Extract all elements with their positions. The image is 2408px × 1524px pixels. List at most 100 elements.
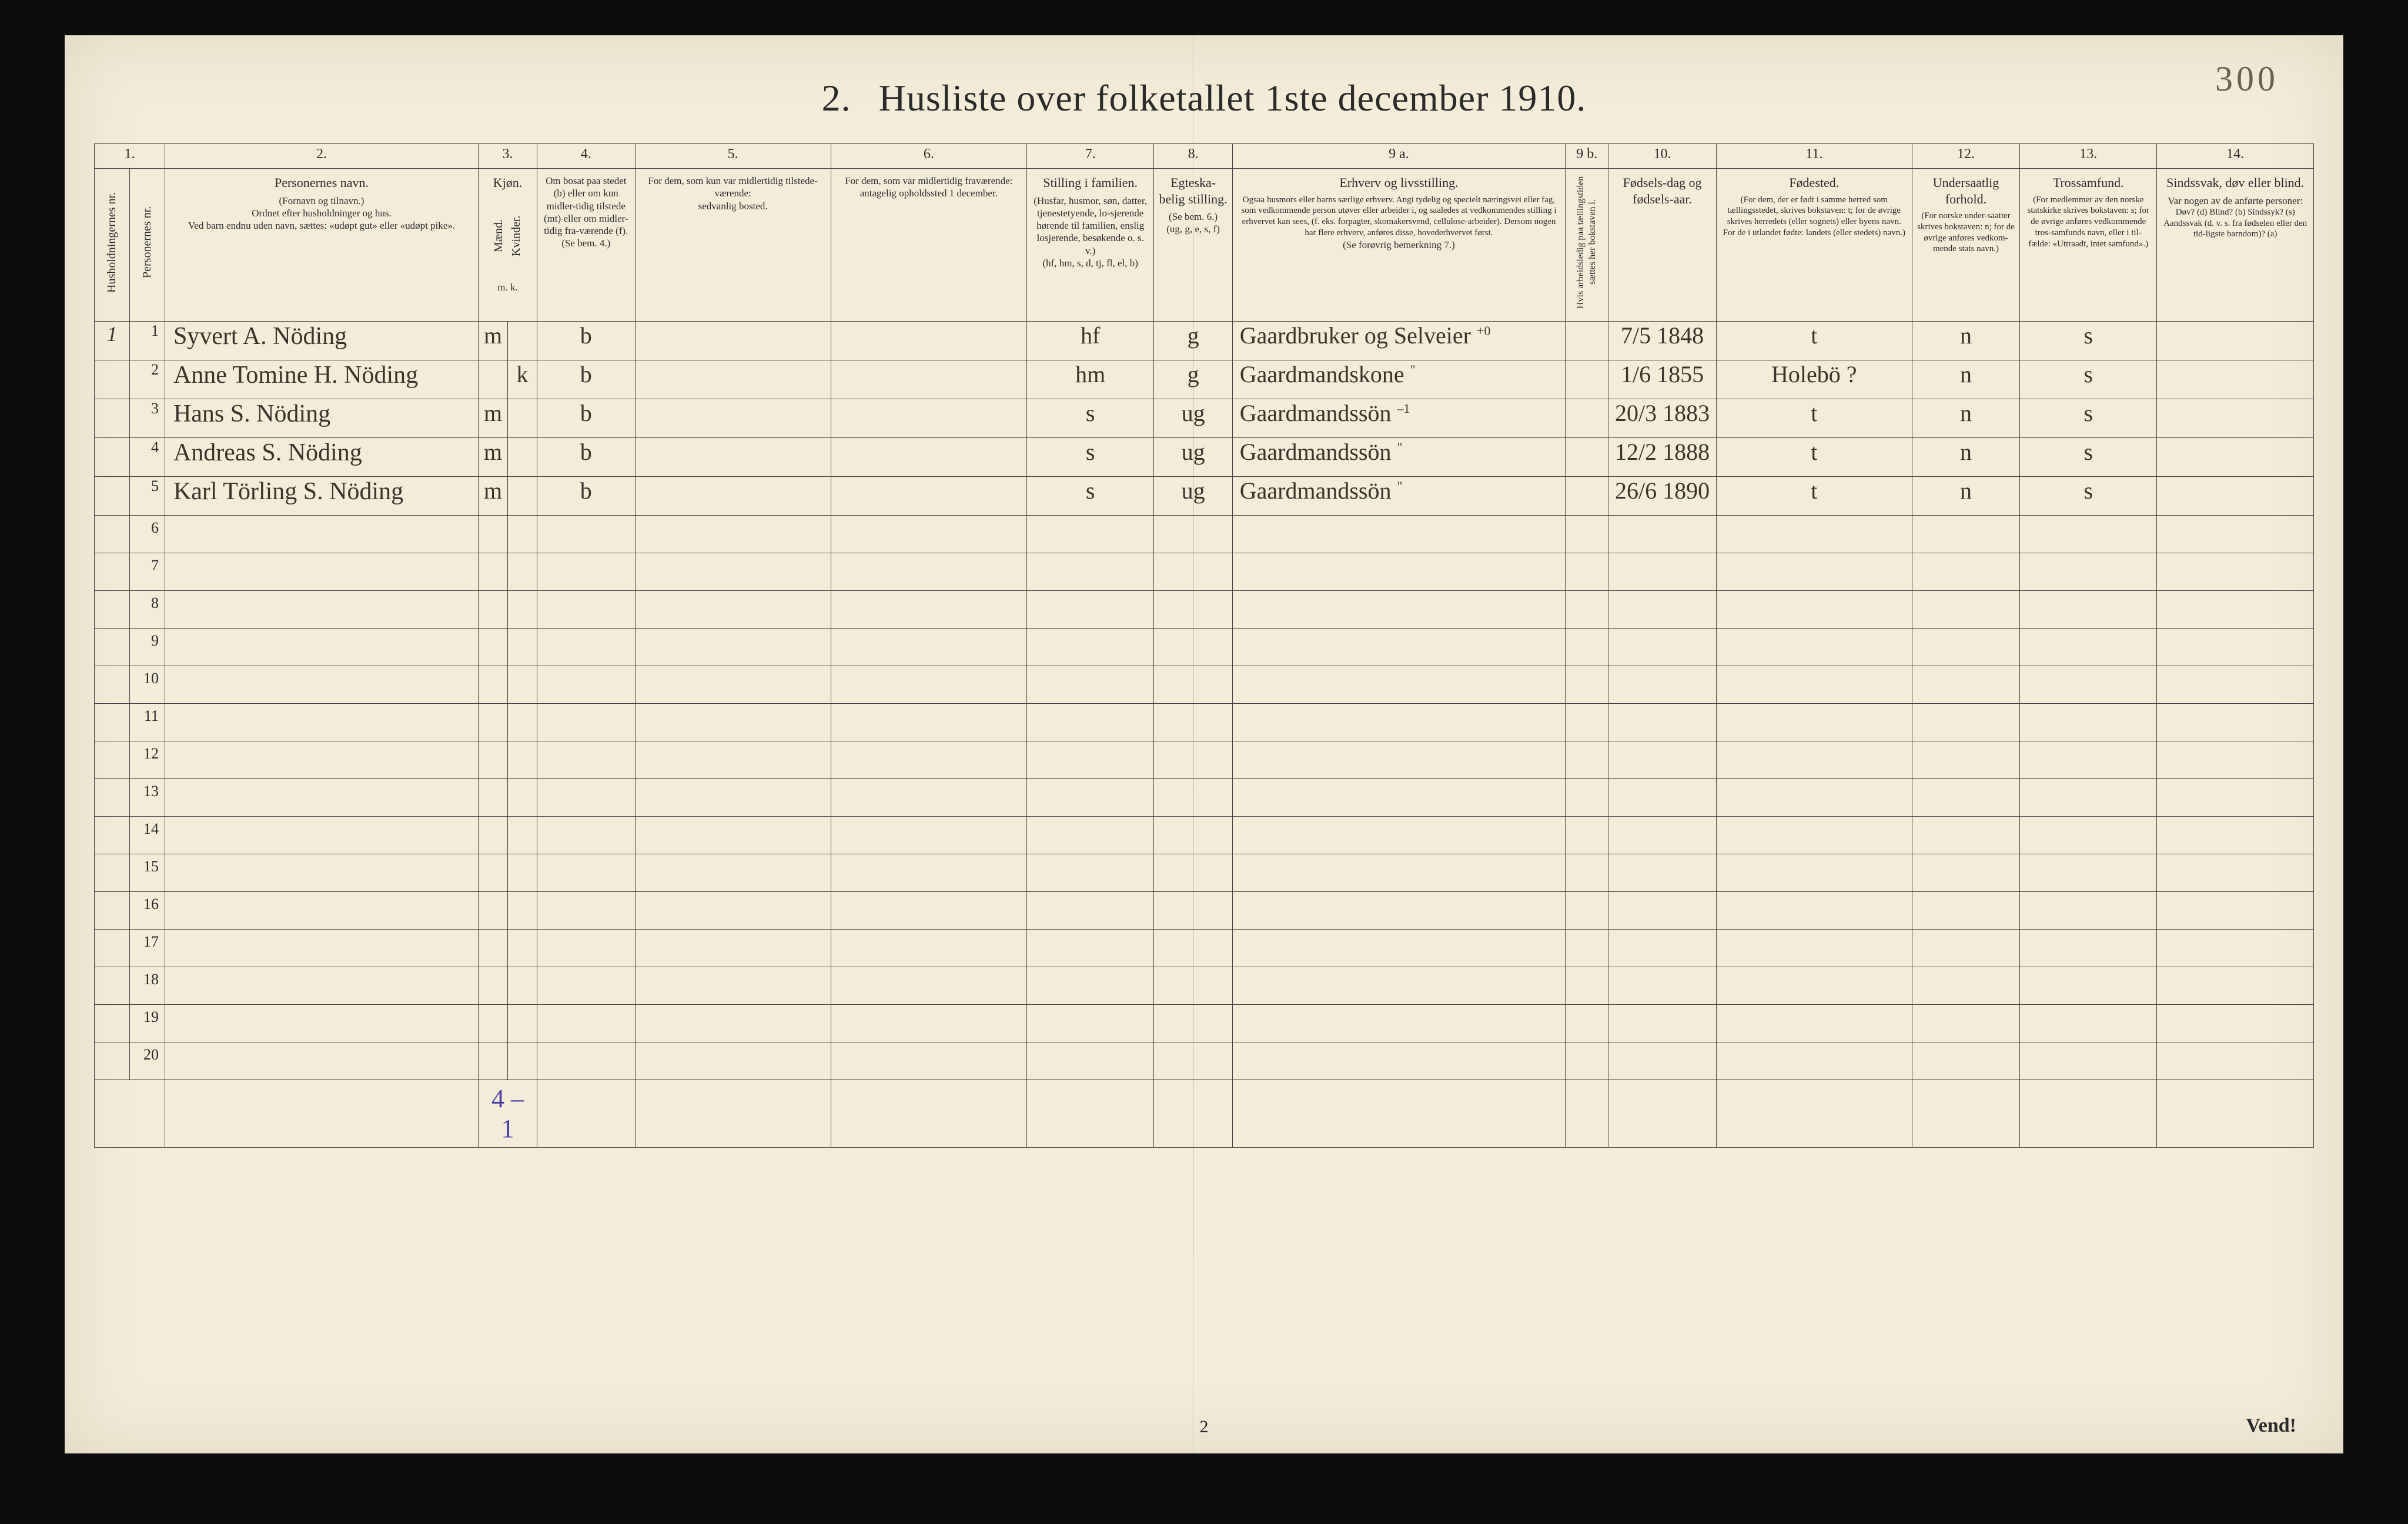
cell-empty: [1716, 1042, 1912, 1080]
cell-empty: [2157, 1005, 2314, 1042]
cell-name: Hans S. Nöding: [165, 399, 478, 438]
foot-blank-1: [95, 1080, 165, 1148]
cell-empty: [831, 779, 1026, 817]
cell-empty: [537, 930, 635, 967]
cell-birthplace: t: [1716, 477, 1912, 516]
cell-empty: [1232, 704, 1565, 741]
cell-empty: [635, 1005, 831, 1042]
table-row: 3Hans S. NödingmbsugGaardmandssön–120/3 …: [95, 399, 2314, 438]
cell-empty: [1608, 1042, 1716, 1080]
cell-empty: [1716, 553, 1912, 591]
cell-person-no: 19: [129, 1005, 165, 1042]
cell-dob: 7/5 1848: [1608, 322, 1716, 360]
cell-birthplace: Holebö ?: [1716, 360, 1912, 399]
cell-empty: [537, 629, 635, 666]
cell-occupation-note: –1: [1397, 401, 1410, 416]
head-4: Om bosat paa stedet (b) eller om kun mid…: [537, 169, 635, 322]
cell-occupation-note: ": [1397, 440, 1402, 454]
cell-empty: [831, 591, 1026, 629]
cell-empty: [2020, 704, 2157, 741]
cell-household-no: [95, 399, 130, 438]
table-row: 5Karl Törling S. NödingmbsugGaardmandssö…: [95, 477, 2314, 516]
cell-empty: [635, 666, 831, 704]
cell-empty: [537, 591, 635, 629]
coln-13: 13.: [2020, 144, 2157, 169]
cell-empty: [1232, 591, 1565, 629]
cell-empty: [831, 666, 1026, 704]
foot-blank-12: [1912, 1080, 2019, 1148]
cell-empty: [1566, 704, 1608, 741]
cell-empty: [1716, 1005, 1912, 1042]
head-6: For dem, som var midlertidig fraværende:…: [831, 169, 1026, 322]
cell-empty: [2020, 516, 2157, 553]
cell-empty: [831, 930, 1026, 967]
coln-14: 14.: [2157, 144, 2314, 169]
cell-religion: s: [2020, 322, 2157, 360]
cell-where-absent: [831, 322, 1026, 360]
table-row-empty: 11: [95, 704, 2314, 741]
cell-empty: [508, 666, 537, 704]
cell-empty: [831, 704, 1026, 741]
cell-dob: 12/2 1888: [1608, 438, 1716, 477]
cell-empty: [635, 854, 831, 892]
cell-empty: [1566, 516, 1608, 553]
cell-person-no: 6: [129, 516, 165, 553]
cell-empty: [1912, 1042, 2019, 1080]
cell-empty: [1608, 967, 1716, 1005]
cell-empty: [1716, 666, 1912, 704]
foot-blank-10: [1608, 1080, 1716, 1148]
cell-empty: [1026, 516, 1154, 553]
cell-empty: [831, 629, 1026, 666]
cell-empty: [2020, 892, 2157, 930]
cell-occupation: Gaardmandssön": [1232, 477, 1565, 516]
page-title: 2. Husliste over folketallet 1ste decemb…: [94, 76, 2314, 120]
cell-dob: 26/6 1890: [1608, 477, 1716, 516]
cell-household-no: [95, 477, 130, 516]
table-row-empty: 14: [95, 817, 2314, 854]
cell-empty: [2020, 741, 2157, 779]
cell-empty: [1912, 854, 2019, 892]
cell-empty: [831, 967, 1026, 1005]
table-row-empty: 20: [95, 1042, 2314, 1080]
cell-disability: [2157, 399, 2314, 438]
coln-7: 7.: [1026, 144, 1154, 169]
cell-empty: [165, 666, 478, 704]
table-row-empty: 15: [95, 854, 2314, 892]
cell-empty: [2020, 854, 2157, 892]
cell-empty: [1232, 892, 1565, 930]
cell-empty: [508, 1005, 537, 1042]
cell-household-no: [95, 930, 130, 967]
cell-birthplace: t: [1716, 399, 1912, 438]
cell-residency: b: [537, 360, 635, 399]
cell-unemployed: [1566, 322, 1608, 360]
cell-empty: [479, 591, 508, 629]
cell-empty: [2157, 854, 2314, 892]
cell-person-no: 2: [129, 360, 165, 399]
cell-usual-home: [635, 438, 831, 477]
head-12: Undersaatlig forhold. (For norske under-…: [1912, 169, 2019, 322]
head-9b: Hvis arbeidsledig paa tællingstiden sætt…: [1566, 169, 1608, 322]
cell-person-no: 17: [129, 930, 165, 967]
coln-1: 1.: [95, 144, 165, 169]
cell-sex-m: m: [479, 477, 508, 516]
cell-empty: [479, 553, 508, 591]
cell-empty: [479, 779, 508, 817]
cell-usual-home: [635, 360, 831, 399]
cell-empty: [1716, 817, 1912, 854]
cell-empty: [2020, 553, 2157, 591]
cell-empty: [165, 1005, 478, 1042]
cell-person-no: 16: [129, 892, 165, 930]
cell-sex-k: [508, 477, 537, 516]
cell-empty: [635, 1042, 831, 1080]
cell-empty: [1716, 591, 1912, 629]
cell-empty: [2157, 741, 2314, 779]
cell-empty: [165, 779, 478, 817]
cell-empty: [2020, 967, 2157, 1005]
cell-dob: 20/3 1883: [1608, 399, 1716, 438]
cell-where-absent: [831, 477, 1026, 516]
scan-frame: 300 2. Husliste over folketallet 1ste de…: [0, 0, 2408, 1524]
cell-empty: [831, 854, 1026, 892]
cell-empty: [165, 892, 478, 930]
cell-empty: [537, 741, 635, 779]
cell-empty: [165, 553, 478, 591]
